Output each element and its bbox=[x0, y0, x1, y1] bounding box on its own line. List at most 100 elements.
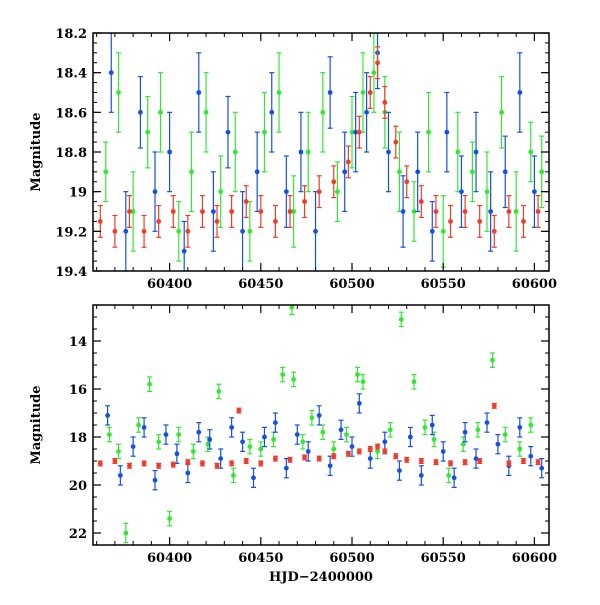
bottom-panel: 60400 60450 60500 60550 60600 14 16 18 20 22 Magni… bbox=[29, 304, 557, 585]
data-point bbox=[375, 60, 380, 66]
data-point bbox=[205, 441, 211, 447]
data-point bbox=[469, 169, 475, 175]
y-tick-label: 22 bbox=[69, 527, 87, 542]
y-tick-label: 18.6 bbox=[55, 106, 87, 121]
data-point bbox=[426, 129, 432, 135]
data-point bbox=[258, 461, 264, 466]
data-point bbox=[174, 451, 180, 457]
data-point bbox=[232, 149, 238, 155]
data-point bbox=[247, 228, 253, 234]
data-point bbox=[475, 427, 481, 433]
data-point bbox=[360, 90, 366, 95]
x-tick-label: 60550 bbox=[421, 551, 466, 566]
data-point bbox=[240, 439, 245, 445]
data-point bbox=[200, 461, 205, 466]
x-axis-title: HJD−2400000 bbox=[269, 570, 373, 585]
x-tick-label: 60400 bbox=[147, 277, 192, 292]
data-point bbox=[243, 458, 249, 464]
data-point bbox=[123, 228, 129, 234]
y-tick-label: 19.2 bbox=[55, 225, 87, 240]
data-point bbox=[158, 109, 163, 115]
x-tick-label: 60450 bbox=[238, 277, 283, 292]
data-point bbox=[320, 429, 326, 435]
series-green bbox=[106, 305, 534, 544]
series-blue bbox=[105, 393, 545, 491]
data-point bbox=[331, 179, 337, 185]
data-point bbox=[506, 461, 512, 466]
data-point bbox=[196, 90, 202, 95]
data-point bbox=[200, 209, 205, 214]
data-point bbox=[294, 432, 300, 437]
data-point bbox=[273, 420, 278, 425]
data-point bbox=[138, 109, 143, 115]
data-point bbox=[207, 437, 213, 442]
data-point bbox=[271, 437, 276, 442]
data-point bbox=[147, 381, 152, 387]
plot-area bbox=[97, 305, 545, 544]
data-point bbox=[528, 453, 534, 459]
data-point bbox=[170, 462, 176, 467]
data-point bbox=[448, 461, 453, 466]
data-point bbox=[141, 461, 147, 466]
x-tick-label: 60500 bbox=[329, 277, 374, 292]
data-point bbox=[190, 449, 196, 454]
data-point bbox=[393, 453, 399, 459]
y-tick-label: 19.4 bbox=[55, 265, 87, 280]
data-point bbox=[283, 465, 289, 471]
data-point bbox=[203, 109, 209, 115]
series-green bbox=[103, 33, 545, 268]
data-point bbox=[152, 189, 158, 195]
data-point bbox=[305, 149, 311, 155]
data-point bbox=[488, 209, 494, 214]
data-point bbox=[446, 473, 452, 478]
data-point bbox=[156, 219, 162, 224]
data-point bbox=[535, 209, 541, 214]
data-point bbox=[356, 449, 362, 454]
data-point bbox=[418, 458, 424, 464]
data-point bbox=[517, 446, 523, 452]
data-point bbox=[371, 70, 377, 76]
data-point bbox=[185, 459, 191, 465]
data-point bbox=[229, 425, 235, 430]
data-point bbox=[127, 463, 132, 469]
data-point bbox=[387, 427, 393, 433]
data-point bbox=[349, 444, 355, 449]
data-point bbox=[404, 457, 410, 463]
data-point bbox=[117, 473, 123, 478]
data-point bbox=[491, 403, 497, 409]
data-point bbox=[273, 219, 278, 224]
x-tick-label: 60400 bbox=[147, 551, 192, 566]
data-point bbox=[176, 432, 182, 437]
data-point bbox=[291, 377, 297, 382]
data-point bbox=[349, 129, 355, 135]
data-point bbox=[484, 189, 490, 195]
data-point bbox=[262, 129, 267, 135]
data-point bbox=[320, 109, 326, 115]
data-point bbox=[440, 228, 446, 234]
data-point bbox=[535, 459, 541, 465]
data-point bbox=[356, 129, 362, 135]
data-point bbox=[214, 219, 220, 224]
data-point bbox=[375, 449, 380, 454]
data-point bbox=[316, 456, 322, 461]
data-point bbox=[397, 169, 402, 175]
x-tick-label: 60500 bbox=[329, 551, 374, 566]
data-point bbox=[502, 432, 508, 437]
data-point bbox=[528, 149, 534, 155]
data-point bbox=[397, 468, 402, 473]
data-point bbox=[240, 228, 245, 234]
data-point bbox=[400, 209, 406, 214]
x-tick-label: 60600 bbox=[512, 277, 557, 292]
plot-area bbox=[97, 33, 545, 271]
data-point bbox=[185, 228, 191, 234]
data-point bbox=[448, 219, 453, 224]
data-point bbox=[287, 457, 293, 463]
y-tick-label: 19 bbox=[69, 186, 87, 201]
data-point bbox=[539, 465, 545, 471]
data-point bbox=[513, 209, 519, 214]
data-point bbox=[218, 189, 224, 195]
data-point bbox=[136, 422, 142, 428]
data-point bbox=[462, 209, 468, 214]
